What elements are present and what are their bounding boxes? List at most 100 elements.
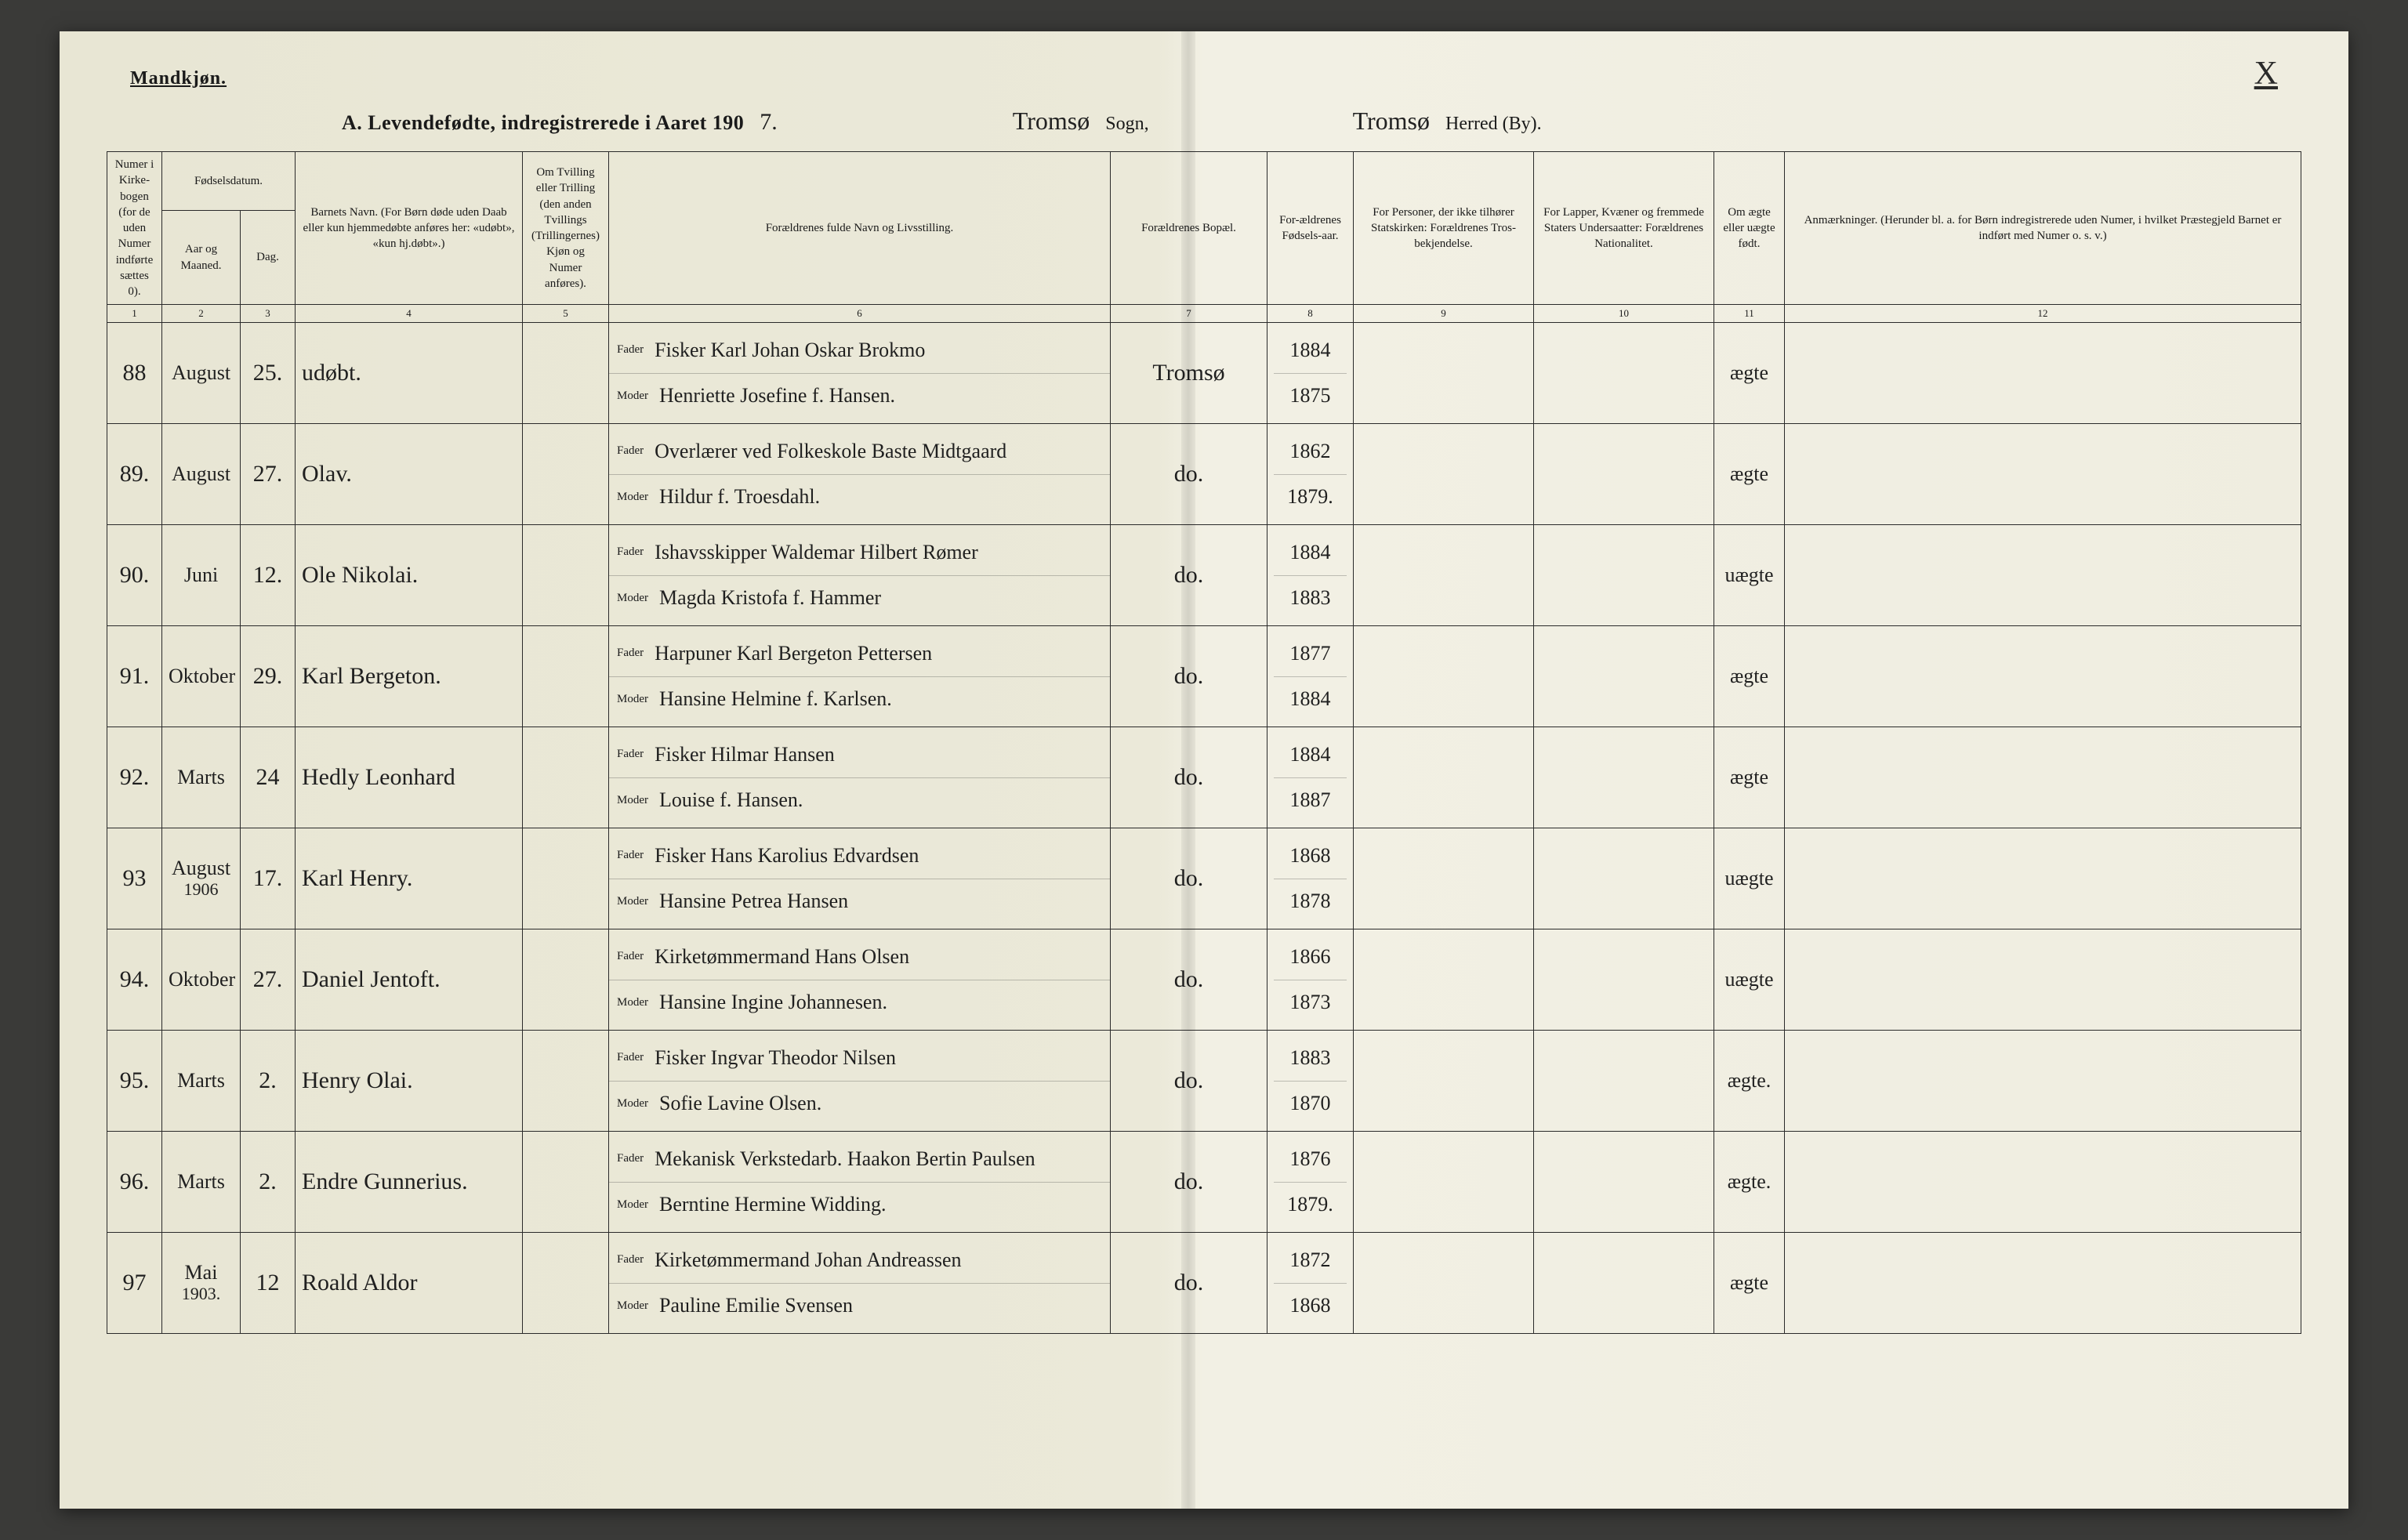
col-header: Om ægte eller uægte født. bbox=[1714, 152, 1785, 305]
cell bbox=[1785, 1232, 2301, 1333]
col-header: Forældrenes fulde Navn og Livsstilling. bbox=[609, 152, 1111, 305]
cell: 1877 1884 bbox=[1267, 625, 1354, 727]
month-value: Oktober bbox=[169, 968, 235, 991]
legitimacy-value: ægte bbox=[1721, 1260, 1778, 1306]
moder-label: Moder bbox=[617, 491, 648, 504]
cell: ægte bbox=[1714, 1232, 1785, 1333]
cell: 1868 1878 bbox=[1267, 828, 1354, 929]
father-line: Fader Ishavsskipper Waldemar Hilbert Røm… bbox=[609, 530, 1110, 575]
moder-label: Moder bbox=[617, 390, 648, 403]
cell: 1862 1879. bbox=[1267, 423, 1354, 524]
mother-name: Sofie Lavine Olsen. bbox=[659, 1092, 821, 1115]
cell bbox=[1354, 1131, 1534, 1232]
father-line: Fader Fisker Hilmar Hansen bbox=[609, 732, 1110, 777]
father-name: Fisker Hilmar Hansen bbox=[655, 744, 835, 766]
father-name: Fisker Karl Johan Oskar Brokmo bbox=[655, 339, 925, 362]
cell bbox=[1785, 929, 2301, 1030]
cell: 25. bbox=[241, 322, 296, 423]
cell: Juni bbox=[162, 524, 241, 625]
moder-label: Moder bbox=[617, 1097, 648, 1111]
col-header: For Lapper, Kvæner og fremmede Staters U… bbox=[1534, 152, 1714, 305]
cell: August1906 bbox=[162, 828, 241, 929]
cell bbox=[1785, 625, 2301, 727]
cell: Daniel Jentoft. bbox=[296, 929, 523, 1030]
herred-value: Tromsø bbox=[1353, 107, 1430, 136]
mother-line: Moder Hansine Ingine Johannesen. bbox=[609, 980, 1110, 1025]
table-head: Numer i Kirke-bogen (for de uden Numer i… bbox=[107, 152, 2301, 323]
cell bbox=[1534, 727, 1714, 828]
cell: 1866 1873 bbox=[1267, 929, 1354, 1030]
cell: Fader Kirketømmermand Hans Olsen Moder H… bbox=[609, 929, 1111, 1030]
cell: August bbox=[162, 322, 241, 423]
cell: 95. bbox=[107, 1030, 162, 1131]
mother-line: Moder Hildur f. Troesdahl. bbox=[609, 474, 1110, 520]
cell bbox=[1354, 625, 1534, 727]
cell: uægte bbox=[1714, 524, 1785, 625]
cell: 90. bbox=[107, 524, 162, 625]
month-value: Marts bbox=[177, 766, 225, 788]
fader-label: Fader bbox=[617, 748, 644, 761]
cell: 96. bbox=[107, 1131, 162, 1232]
father-birth-year: 1877 bbox=[1274, 631, 1347, 676]
table-row: 89.August27.Olav. Fader Overlærer ved Fo… bbox=[107, 423, 2301, 524]
col-header: Numer i Kirke-bogen (for de uden Numer i… bbox=[107, 152, 162, 305]
top-row: Mandkjøn. X bbox=[107, 55, 2301, 99]
cell bbox=[523, 828, 609, 929]
fader-label: Fader bbox=[617, 545, 644, 559]
legitimacy-value: ægte bbox=[1721, 654, 1778, 699]
legitimacy-value: ægte bbox=[1721, 451, 1778, 497]
title-main: A. Levendefødte, indregistrerede i Aaret… bbox=[342, 111, 744, 135]
col-num: 4 bbox=[296, 305, 523, 323]
cell: 12 bbox=[241, 1232, 296, 1333]
father-line: Fader Kirketømmermand Hans Olsen bbox=[609, 934, 1110, 980]
cell: Fader Fisker Hilmar Hansen Moder Louise … bbox=[609, 727, 1111, 828]
cell bbox=[1354, 322, 1534, 423]
cell bbox=[1354, 423, 1534, 524]
cell bbox=[1534, 929, 1714, 1030]
fader-label: Fader bbox=[617, 647, 644, 660]
father-name: Mekanisk Verkstedarb. Haakon Bertin Paul… bbox=[655, 1148, 1035, 1171]
cell bbox=[1785, 1030, 2301, 1131]
herred-label: Herred (By). bbox=[1445, 114, 1542, 135]
cell: 92. bbox=[107, 727, 162, 828]
cell bbox=[1534, 1131, 1714, 1232]
col-num: 1 bbox=[107, 305, 162, 323]
legitimacy-value: ægte bbox=[1721, 755, 1778, 800]
mother-birth-year: 1870 bbox=[1274, 1081, 1347, 1126]
father-birth-year: 1883 bbox=[1274, 1035, 1347, 1081]
mother-line: Moder Magda Kristofa f. Hammer bbox=[609, 575, 1110, 621]
cell bbox=[1354, 727, 1534, 828]
cell: 2. bbox=[241, 1131, 296, 1232]
cell: 94. bbox=[107, 929, 162, 1030]
cell bbox=[523, 322, 609, 423]
mother-name: Magda Kristofa f. Hammer bbox=[659, 587, 881, 610]
title-row: A. Levendefødte, indregistrerede i Aaret… bbox=[107, 99, 2301, 151]
col-header: Aar og Maaned. bbox=[162, 210, 241, 304]
cell: 1872 1868 bbox=[1267, 1232, 1354, 1333]
fader-label: Fader bbox=[617, 1152, 644, 1165]
father-line: Fader Fisker Karl Johan Oskar Brokmo bbox=[609, 328, 1110, 373]
col-num: 11 bbox=[1714, 305, 1785, 323]
cell bbox=[523, 423, 609, 524]
month-value: Mai bbox=[185, 1261, 218, 1284]
table-row: 90.Juni12.Ole Nikolai. Fader Ishavsskipp… bbox=[107, 524, 2301, 625]
col-num: 5 bbox=[523, 305, 609, 323]
cell bbox=[1534, 1232, 1714, 1333]
month-value: Marts bbox=[177, 1069, 225, 1092]
year-under-month: 1903. bbox=[182, 1284, 221, 1303]
table-row: 91.Oktober29.Karl Bergeton. Fader Harpun… bbox=[107, 625, 2301, 727]
cell: Fader Fisker Ingvar Theodor Nilsen Moder… bbox=[609, 1030, 1111, 1131]
mother-line: Moder Berntine Hermine Widding. bbox=[609, 1182, 1110, 1227]
cell: ægte. bbox=[1714, 1131, 1785, 1232]
mother-name: Hansine Ingine Johannesen. bbox=[659, 991, 887, 1014]
cell: udøbt. bbox=[296, 322, 523, 423]
father-birth-year: 1866 bbox=[1274, 934, 1347, 980]
month-value: Oktober bbox=[169, 665, 235, 687]
cell: 1884 1875 bbox=[1267, 322, 1354, 423]
father-line: Fader Kirketømmermand Johan Andreassen bbox=[609, 1237, 1110, 1283]
mother-name: Louise f. Hansen. bbox=[659, 789, 803, 812]
legitimacy-value: ægte. bbox=[1721, 1058, 1778, 1103]
cell bbox=[1534, 828, 1714, 929]
moder-label: Moder bbox=[617, 996, 648, 1009]
cell: Oktober bbox=[162, 625, 241, 727]
